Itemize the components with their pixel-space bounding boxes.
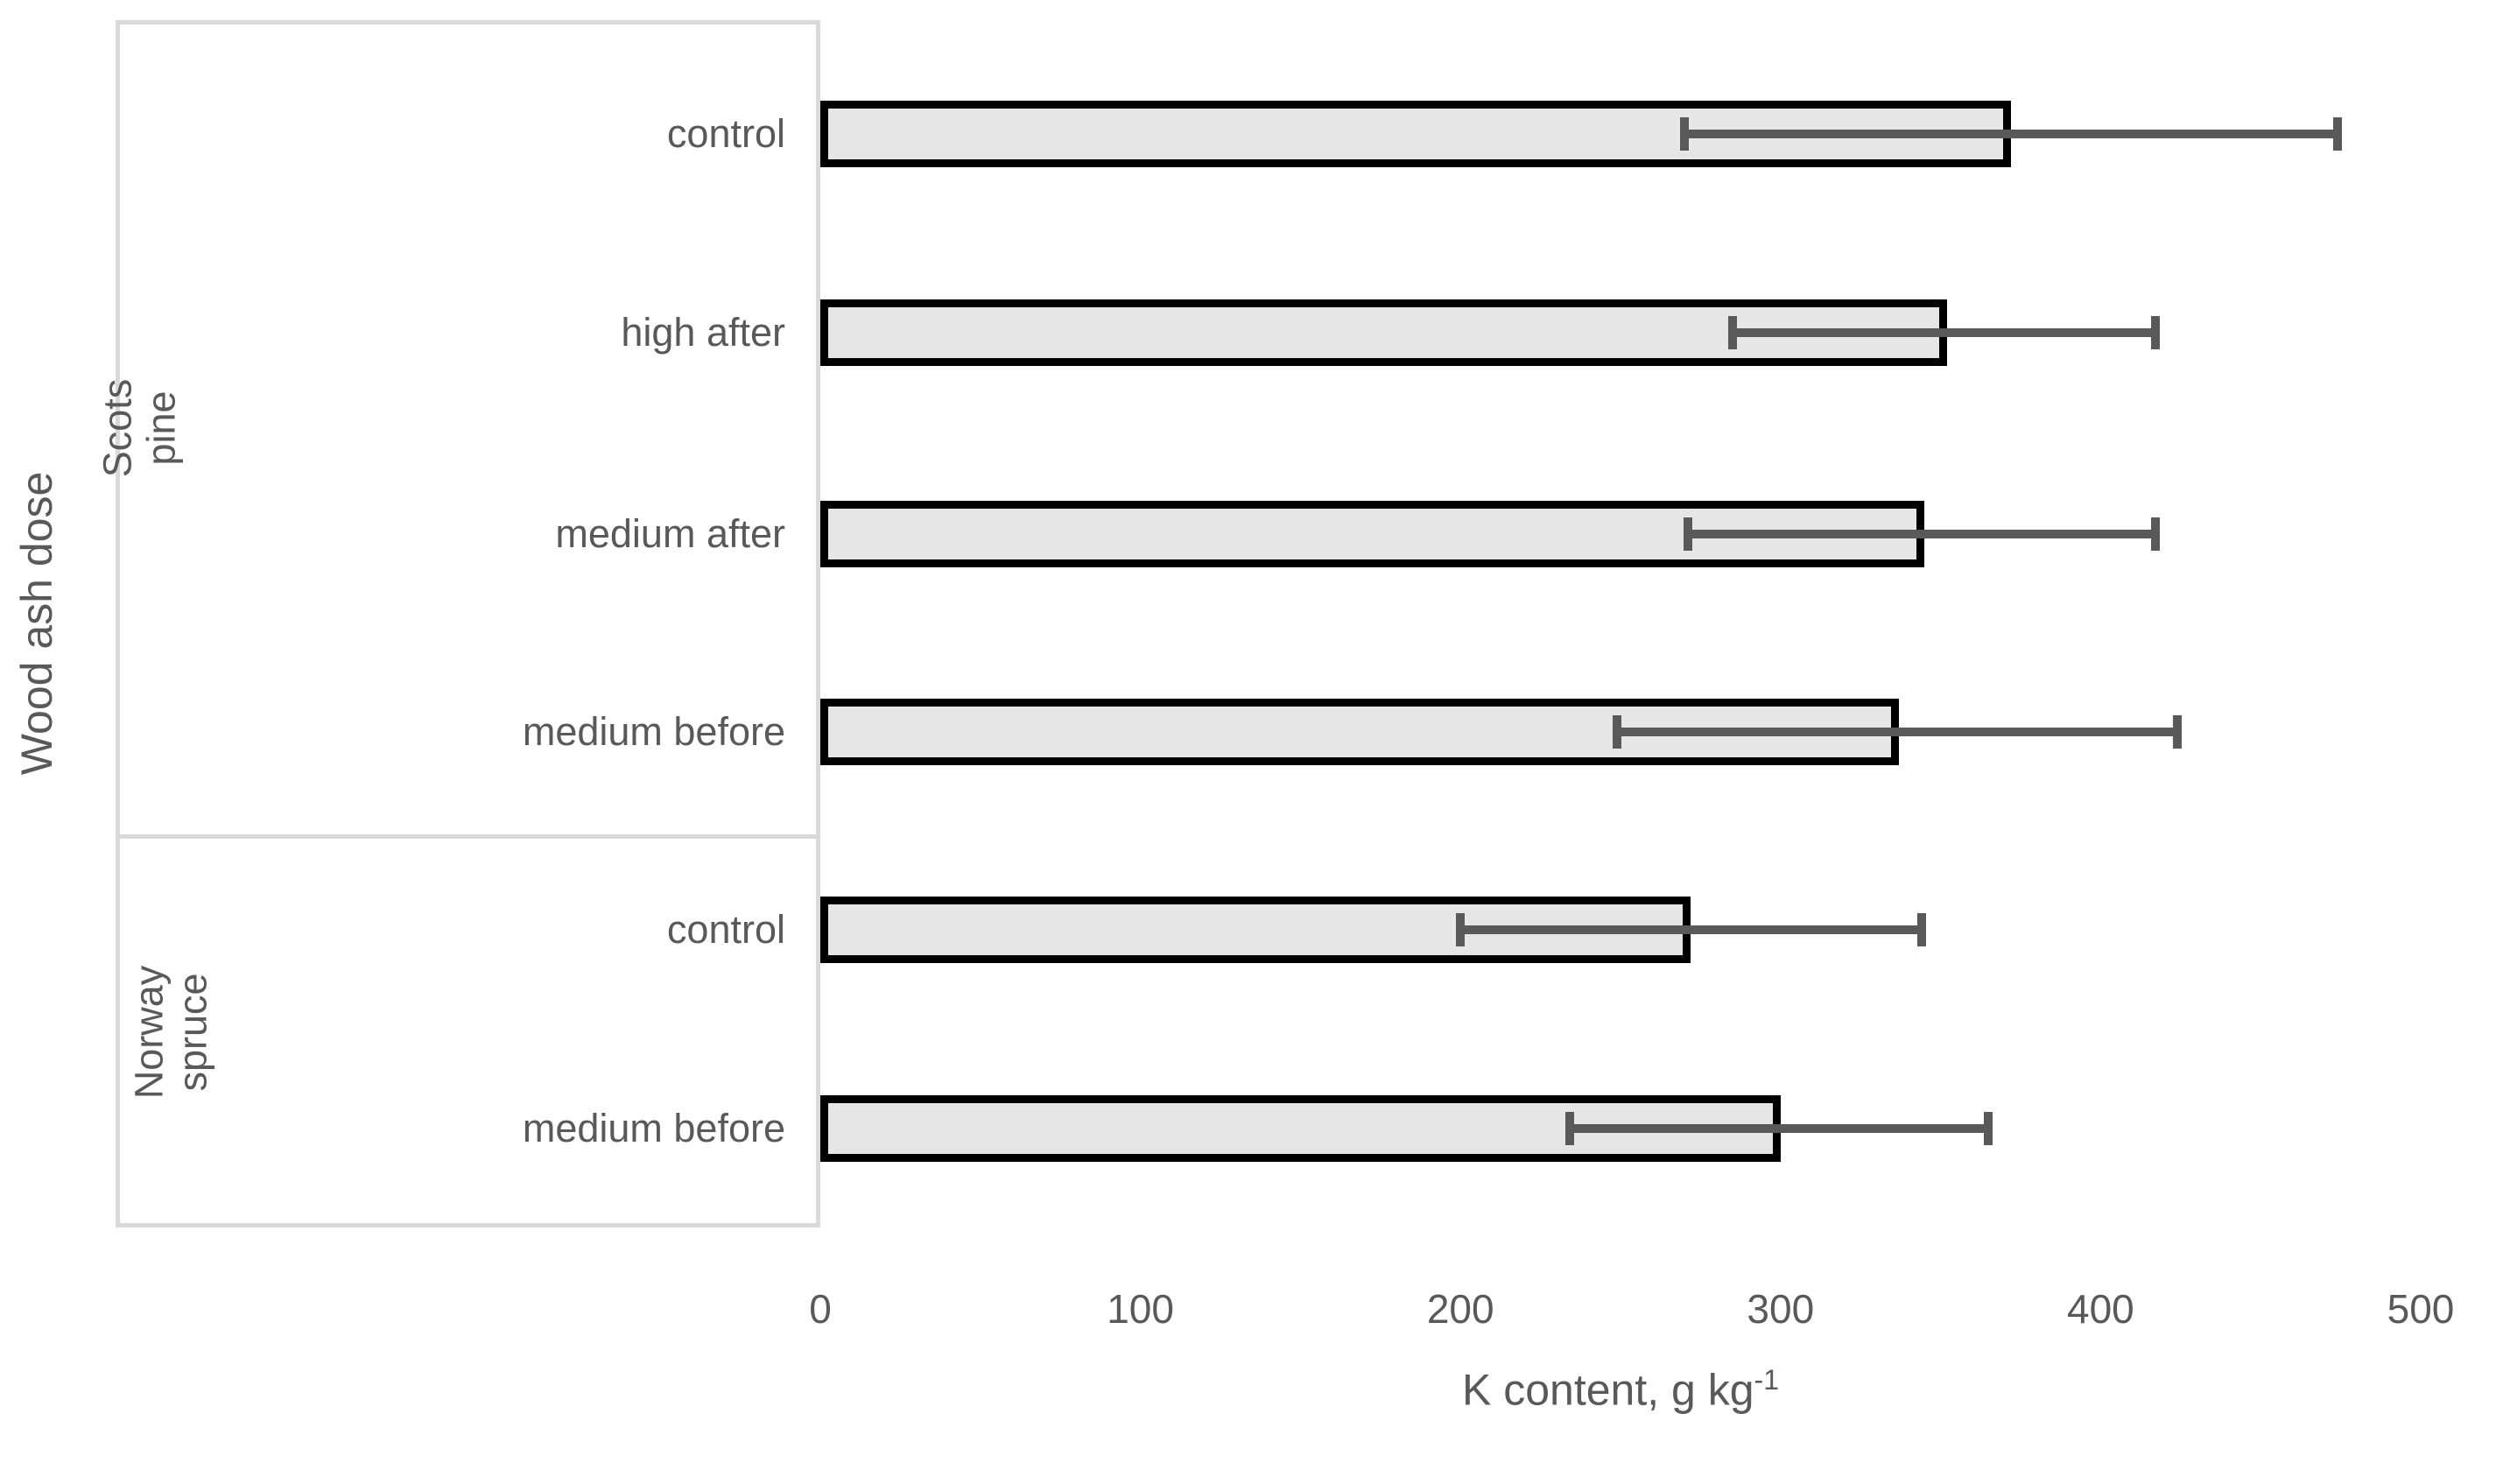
x-axis-title-text: K content, g kg <box>1462 1365 1754 1415</box>
error-cap-low <box>1613 715 1622 749</box>
error-cap-low <box>1727 316 1737 349</box>
error-cap-low <box>1683 517 1692 551</box>
x-tick-label: 300 <box>1747 1286 1815 1332</box>
group-label: Scots pine <box>95 378 184 478</box>
error-cap-high <box>1916 913 1926 946</box>
group-divider <box>116 834 820 839</box>
error-cap-high <box>2150 517 2160 551</box>
category-label: medium before <box>522 1106 785 1150</box>
category-label-box <box>116 20 820 1227</box>
category-label: control <box>666 111 785 156</box>
error-bar <box>1617 728 2178 736</box>
x-axis-title: K content, g kg-1 <box>1462 1364 1779 1416</box>
error-bar <box>1460 925 1922 934</box>
error-cap-low <box>1456 913 1466 946</box>
x-tick-label: 100 <box>1107 1286 1174 1332</box>
x-tick-label: 400 <box>2067 1286 2134 1332</box>
error-cap-low <box>1680 117 1690 151</box>
x-axis-title-superscript: -1 <box>1754 1364 1779 1396</box>
error-cap-high <box>2150 316 2160 349</box>
error-cap-high <box>2173 715 2183 749</box>
category-label: high after <box>621 310 785 355</box>
error-cap-high <box>1984 1112 1993 1145</box>
category-label: control <box>666 907 785 952</box>
error-bar <box>1684 130 2338 138</box>
category-label: medium before <box>522 709 785 754</box>
group-label: Norway spruce <box>126 965 215 1100</box>
x-tick-label: 500 <box>2387 1286 2455 1332</box>
error-bar <box>1569 1124 1989 1133</box>
error-bar <box>1687 530 2155 538</box>
y-axis-title: Wood ash dose <box>12 471 61 776</box>
error-cap-high <box>2332 117 2342 151</box>
x-tick-label: 0 <box>809 1286 832 1332</box>
error-cap-low <box>1564 1112 1574 1145</box>
category-label: medium after <box>555 511 785 556</box>
error-bar <box>1732 328 2155 337</box>
x-tick-label: 200 <box>1426 1286 1494 1332</box>
